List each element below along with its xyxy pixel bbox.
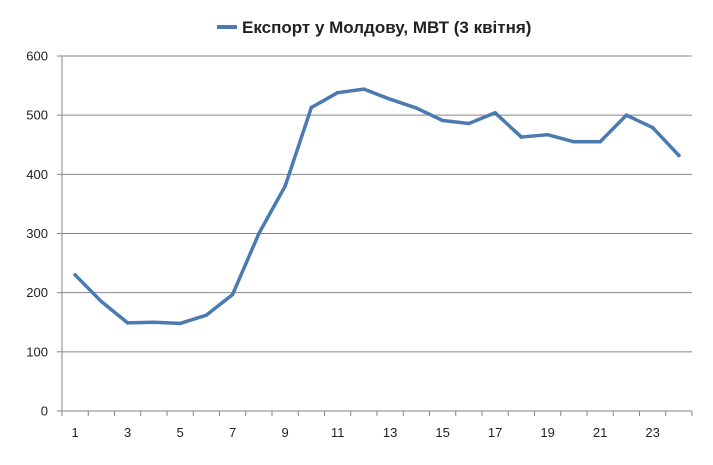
x-tick-label: 19 (540, 425, 554, 440)
data-point (519, 135, 524, 139)
data-point (204, 313, 209, 317)
y-tick-label: 0 (41, 404, 48, 419)
x-tick-label: 9 (282, 425, 289, 440)
data-point (388, 97, 392, 101)
axes (57, 55, 693, 416)
legend-label: Експорт у Молдову, МВТ (3 квітня) (242, 18, 531, 37)
data-point (624, 113, 629, 117)
data-point (99, 299, 104, 304)
x-tick-label: 3 (124, 425, 131, 440)
x-tick-label: 11 (331, 425, 345, 440)
y-tick-label: 400 (26, 167, 48, 182)
data-point (125, 321, 130, 325)
series-group (73, 87, 681, 326)
x-tick-label: 21 (593, 425, 607, 440)
x-tick-label: 7 (229, 425, 236, 440)
data-point (598, 139, 602, 144)
data-point (335, 90, 340, 95)
gridlines (62, 55, 692, 353)
x-tick-label: 13 (383, 425, 397, 440)
x-tick-label: 23 (645, 425, 659, 440)
data-point (309, 105, 314, 110)
y-tick-label: 600 (26, 49, 48, 64)
y-tick-label: 500 (26, 108, 48, 123)
legend: Експорт у Молдову, МВТ (3 квітня) (217, 18, 531, 37)
x-tick-label: 17 (488, 425, 502, 440)
x-tick-label: 15 (435, 425, 449, 440)
x-tick-label: 5 (177, 425, 184, 440)
y-tick-label: 100 (26, 344, 48, 359)
y-tick-label: 200 (26, 285, 48, 300)
data-point (283, 184, 287, 188)
data-point (493, 111, 497, 115)
series-line (73, 87, 681, 326)
data-point (650, 125, 655, 130)
x-tick-label: 1 (72, 425, 79, 440)
data-point (572, 139, 576, 144)
x-axis-ticks: 1 3 5 7 9 11 13 15 17 19 21 23 (72, 425, 660, 440)
data-point (414, 106, 419, 110)
data-point (152, 320, 156, 325)
data-point (73, 273, 77, 277)
data-point (545, 132, 550, 137)
y-axis-ticks: 0 100 200 300 400 500 600 (26, 49, 48, 419)
data-point (467, 121, 471, 126)
data-point (178, 321, 182, 326)
data-point (440, 118, 445, 123)
y-tick-label: 300 (26, 226, 48, 241)
data-point (230, 292, 235, 297)
data-point (257, 231, 261, 236)
data-point (362, 87, 366, 91)
data-point (677, 153, 681, 158)
